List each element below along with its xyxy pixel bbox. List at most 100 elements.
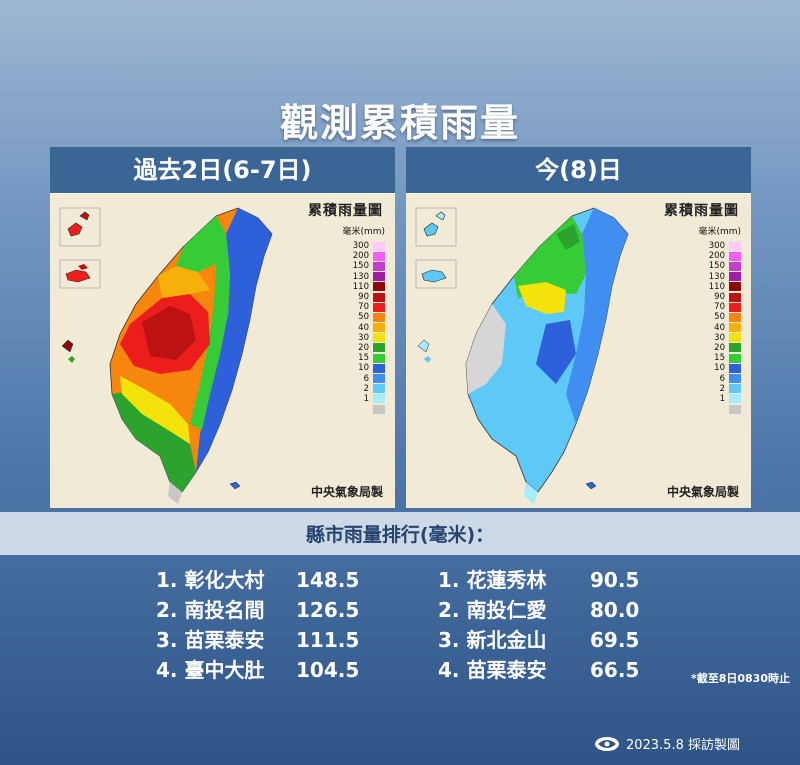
footer-credit: 2023.5.8 採訪製圖 [594, 734, 740, 753]
legend-item [697, 404, 741, 414]
legend-swatch [373, 251, 385, 261]
legend-label: 6 [363, 373, 369, 384]
legend-item: 150 [341, 261, 385, 271]
map-credit: 中央氣象局製 [666, 485, 739, 499]
legend-rows: 300 200 150 130 110 90 70 50 40 30 20 15 10 6 2 1 [697, 241, 741, 414]
legend-item: 130 [697, 272, 741, 282]
legend-swatch [373, 292, 385, 302]
legend-swatch [373, 374, 385, 384]
ranking-row: 1. 花蓮秀林 90.5 [438, 565, 639, 595]
legend-item: 110 [341, 282, 385, 292]
legend-label: 110 [352, 281, 369, 292]
rank-value: 104.5 [296, 658, 360, 682]
legend-item: 10 [697, 363, 741, 373]
legend-item: 300 [341, 241, 385, 251]
legend-label: 50 [358, 312, 369, 323]
credit-text: 2023.5.8 採訪製圖 [625, 738, 740, 753]
legend-swatch [729, 292, 741, 302]
legend-swatch [729, 251, 741, 261]
legend-label: 150 [352, 261, 369, 272]
rank-value: 66.5 [590, 658, 640, 682]
legend-label: 40 [714, 322, 725, 333]
legend-item: 30 [697, 333, 741, 343]
legend-item: 50 [697, 312, 741, 322]
legend-label: 20 [358, 342, 369, 353]
legend-label: 30 [714, 332, 725, 343]
taiwan-map [415, 207, 629, 504]
legend-item: 50 [341, 312, 385, 322]
legend-swatch [373, 343, 385, 353]
ranking-list-past-two-days: 1. 彰化大村 148.5 2. 南投名間 126.5 3. 苗栗泰安 111.5 4… [156, 565, 359, 685]
legend-item: 20 [697, 343, 741, 353]
legend-item: 300 [697, 241, 741, 251]
legend-rows: 300 200 150 130 110 90 70 50 40 30 20 15 10 6 2 1 [341, 241, 385, 414]
legend-swatch [729, 374, 741, 384]
legend-swatch [729, 312, 741, 322]
ranking-row: 1. 彰化大村 148.5 [156, 565, 359, 595]
legend-swatch [373, 302, 385, 312]
legend-item: 200 [341, 251, 385, 261]
panel-header: 過去2日(6-7日) [50, 147, 395, 193]
legend-swatch [729, 384, 741, 394]
taiwan-main-island [109, 207, 273, 504]
rank-location: 1. 彰化大村 [156, 568, 265, 592]
kinmen-islands [59, 259, 101, 289]
legend-swatch [373, 272, 385, 282]
legend-item: 40 [341, 323, 385, 333]
rainfall-map: 累積雨量圖 毫米(mm) 300 200 150 130 110 90 70 50 40 30 20… [406, 193, 751, 508]
legend-label: 10 [714, 363, 725, 374]
cna-logo-icon [594, 736, 619, 751]
penghu-islands [61, 339, 75, 363]
legend-label: 300 [352, 241, 369, 252]
ranking-row: 4. 苗栗泰安 66.5 [438, 655, 639, 685]
ranking-row: 2. 南投名間 126.5 [156, 595, 359, 625]
legend-swatch [729, 353, 741, 363]
legend-item: 70 [341, 302, 385, 312]
rank-location: 4. 苗栗泰安 [438, 658, 547, 682]
legend-item: 15 [341, 353, 385, 363]
matsu-islands [415, 207, 457, 247]
ranking-row: 2. 南投仁愛 80.0 [438, 595, 639, 625]
color-legend: 毫米(mm) 300 200 150 130 110 90 70 50 40 30 20 15 10 6 2… [697, 224, 741, 414]
legend-item: 70 [697, 302, 741, 312]
legend-label: 90 [714, 292, 725, 303]
legend-item: 90 [697, 292, 741, 302]
legend-swatch [373, 323, 385, 333]
legend-swatch [729, 394, 741, 404]
rank-value: 90.5 [590, 568, 640, 592]
legend-unit: 毫米(mm) [342, 227, 385, 237]
legend-swatch [373, 384, 385, 394]
matsu-islands [59, 207, 101, 247]
legend-item [341, 404, 385, 414]
legend-swatch [373, 282, 385, 292]
legend-swatch [373, 404, 385, 414]
panel-header: 今(8)日 [406, 147, 751, 193]
legend-label: 110 [708, 281, 725, 292]
rank-location: 2. 南投名間 [156, 598, 265, 622]
legend-swatch [373, 261, 385, 271]
legend-swatch [373, 241, 385, 251]
panel-past-two-days: 過去2日(6-7日) [50, 147, 395, 508]
legend-item: 15 [697, 353, 741, 363]
color-legend: 毫米(mm) 300 200 150 130 110 90 70 50 40 30 20 15 10 6 2… [341, 224, 385, 414]
legend-label: 70 [714, 302, 725, 313]
data-cutoff-note: *截至8日0830時止 [690, 672, 790, 685]
legend-item: 6 [341, 373, 385, 384]
legend-unit: 毫米(mm) [698, 227, 741, 237]
legend-item: 6 [697, 373, 741, 384]
penghu-islands [417, 339, 431, 363]
lanyu-island [229, 481, 241, 490]
legend-swatch [373, 333, 385, 343]
rank-value: 126.5 [296, 598, 360, 622]
rank-location: 1. 花蓮秀林 [438, 568, 547, 592]
legend-label: 130 [708, 271, 725, 282]
ranking-list-today: 1. 花蓮秀林 90.5 2. 南投仁愛 80.0 3. 新北金山 69.5 4. 苗… [438, 565, 639, 685]
map-title: 累積雨量圖 [664, 203, 739, 219]
kinmen-islands [415, 259, 457, 289]
legend-label: 150 [708, 261, 725, 272]
legend-label: 15 [358, 353, 369, 364]
ranking-row: 3. 苗栗泰安 111.5 [156, 625, 359, 655]
legend-swatch [729, 272, 741, 282]
legend-label: 40 [358, 322, 369, 333]
rank-location: 3. 新北金山 [438, 628, 547, 652]
